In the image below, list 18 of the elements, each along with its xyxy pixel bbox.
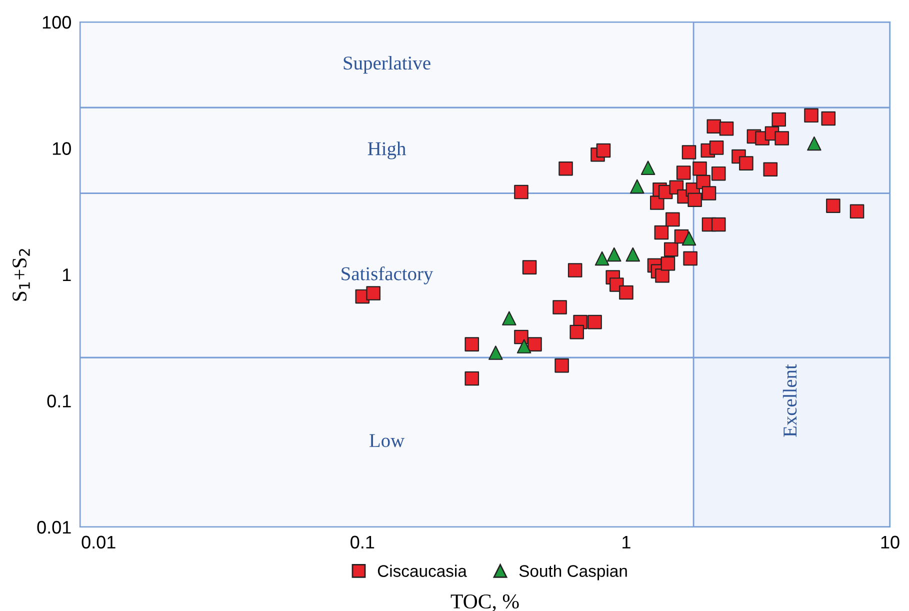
x-axis-title: TOC, % [450, 594, 519, 611]
y-tick-label: 0.01 [37, 520, 71, 534]
x-tick-label: 1 [622, 536, 630, 548]
x-tick-label: 10 [881, 536, 900, 549]
legend-label: Ciscaucasia [378, 564, 467, 577]
band-label: Superlative [344, 56, 430, 74]
y-tick-label: 100 [42, 16, 71, 29]
x-tick-label: 0.1 [350, 536, 374, 549]
y-tick-label: 10 [52, 142, 71, 155]
y-tick-label: 0.1 [47, 394, 71, 408]
band-label: Excellent [782, 364, 797, 437]
band-label: Low [370, 434, 405, 448]
y-axis-title: S$_{1}$+S$_{2}$ [12, 249, 30, 301]
y-tick-label: 1 [63, 268, 71, 282]
legend-label: South Caspian [519, 564, 627, 580]
x-tick-label: 0.01 [82, 536, 116, 549]
band-label: High [368, 142, 406, 160]
band-label: Satisfactory [342, 266, 434, 284]
